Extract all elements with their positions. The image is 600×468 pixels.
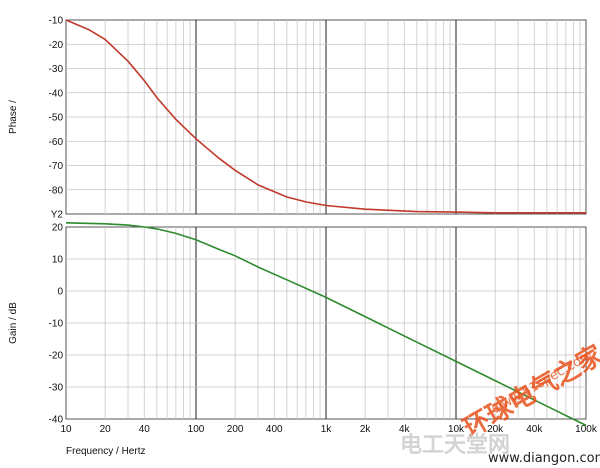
phase-grid <box>66 20 586 214</box>
x-axis-label: Frequency / Hertz <box>66 446 145 457</box>
phase-series-line <box>65 19 586 214</box>
x-tick-label: 200 <box>227 424 244 435</box>
phase-y-tick-label: -10 <box>49 16 64 27</box>
gain-y-tick-label: -30 <box>49 383 64 394</box>
phase-panel: -10 -20 -30 -40 -50 -60 -70 -80 Y2 Phase / <box>8 16 587 221</box>
gain-y-tick-label: -20 <box>49 351 64 362</box>
gain-y-tick-label: 10 <box>52 255 64 266</box>
gain-y-tick-label: 0 <box>57 287 63 298</box>
phase-y-tick-label: -80 <box>49 185 64 196</box>
watermark-cn2-text: 电工天堂网 <box>400 433 510 458</box>
gain-x-ticks: 10 20 40 100 200 400 1k 2k 4k 10k 20k 40k 100k <box>60 424 597 435</box>
x-tick-label: 400 <box>266 424 283 435</box>
gain-y-ticks: 20 10 0 -10 -20 -30 -40 <box>49 223 64 426</box>
watermark-url2-text: www.diangon.com <box>488 451 600 466</box>
x-tick-label: 2k <box>360 424 372 435</box>
gain-y-tick-label: 20 <box>52 223 64 234</box>
x-tick-label: 40k <box>526 424 543 435</box>
gain-series-line <box>65 222 587 427</box>
x-tick-label: 40 <box>139 424 151 435</box>
gain-y-tick-label: -10 <box>49 319 64 330</box>
gain-grid <box>66 227 586 419</box>
phase-y-tick-label: Y2 <box>51 210 64 221</box>
x-tick-label: 10k <box>448 424 465 435</box>
phase-y-ticks: -10 -20 -30 -40 -50 -60 -70 -80 Y2 <box>49 16 64 221</box>
phase-y-tick-label: -20 <box>49 40 64 51</box>
phase-y-tick-label: -60 <box>49 137 64 148</box>
gain-y-axis-label: Gain / dB <box>8 302 19 344</box>
phase-y-tick-label: -30 <box>49 64 64 75</box>
x-tick-label: 20k <box>487 424 504 435</box>
x-tick-label: 4k <box>399 424 411 435</box>
phase-y-axis-label: Phase / <box>8 100 19 134</box>
x-tick-label: 100 <box>188 424 205 435</box>
x-tick-label: 100k <box>575 424 598 435</box>
x-tick-label: 20 <box>100 424 112 435</box>
phase-y-tick-label: -50 <box>49 113 64 124</box>
phase-y-tick-label: -40 <box>49 88 64 99</box>
gain-y-tick-label: -40 <box>49 415 64 426</box>
phase-y-tick-label: -70 <box>49 161 64 172</box>
x-tick-label: 1k <box>321 424 333 435</box>
x-tick-label: 10 <box>60 424 72 435</box>
